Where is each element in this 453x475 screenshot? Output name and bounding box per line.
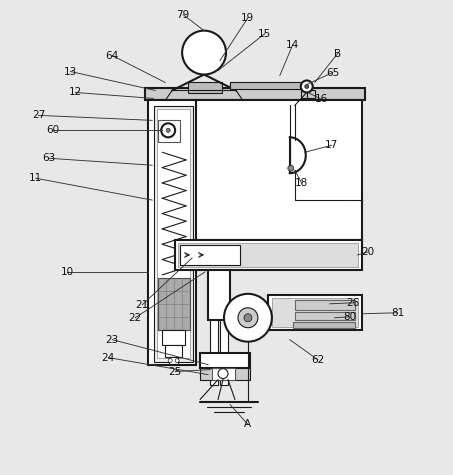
Bar bbox=[272, 298, 357, 327]
Text: 63: 63 bbox=[42, 153, 55, 163]
Text: 19: 19 bbox=[241, 13, 255, 23]
Bar bbox=[295, 300, 355, 310]
Text: 81: 81 bbox=[391, 308, 404, 318]
Text: 23: 23 bbox=[106, 335, 119, 345]
Bar bbox=[169, 357, 178, 363]
Circle shape bbox=[305, 85, 309, 88]
Circle shape bbox=[166, 128, 170, 133]
Bar bbox=[200, 352, 250, 368]
Bar bbox=[158, 120, 180, 142]
Text: 24: 24 bbox=[102, 352, 115, 362]
Bar bbox=[158, 278, 190, 330]
Text: 16: 16 bbox=[315, 95, 328, 104]
Text: 62: 62 bbox=[311, 355, 324, 365]
Circle shape bbox=[288, 165, 294, 171]
Circle shape bbox=[244, 314, 252, 322]
Text: A: A bbox=[244, 419, 251, 429]
Text: 20: 20 bbox=[361, 247, 374, 257]
Text: 11: 11 bbox=[29, 173, 42, 183]
Bar bbox=[293, 322, 355, 328]
Text: 60: 60 bbox=[46, 125, 59, 135]
Circle shape bbox=[161, 124, 175, 137]
Text: 27: 27 bbox=[32, 110, 45, 120]
Circle shape bbox=[182, 30, 226, 75]
Text: 18: 18 bbox=[295, 178, 308, 188]
Bar bbox=[208, 270, 230, 320]
Text: 65: 65 bbox=[326, 67, 339, 77]
Text: 26: 26 bbox=[346, 298, 359, 308]
Bar bbox=[220, 320, 228, 385]
Text: 13: 13 bbox=[64, 66, 77, 76]
Circle shape bbox=[168, 359, 172, 362]
Text: 80: 80 bbox=[343, 312, 356, 322]
Bar bbox=[301, 90, 315, 98]
Circle shape bbox=[224, 294, 272, 342]
Text: 10: 10 bbox=[61, 267, 74, 277]
Text: 21: 21 bbox=[135, 300, 149, 310]
Bar bbox=[210, 320, 218, 385]
Bar bbox=[295, 312, 355, 320]
Bar bbox=[180, 245, 240, 265]
Circle shape bbox=[175, 359, 179, 362]
Bar bbox=[200, 368, 250, 380]
Text: 79: 79 bbox=[177, 10, 190, 19]
Circle shape bbox=[218, 369, 228, 379]
Text: 25: 25 bbox=[169, 367, 182, 377]
Bar bbox=[148, 100, 196, 365]
Bar bbox=[162, 330, 185, 345]
Bar bbox=[188, 83, 222, 94]
Bar bbox=[175, 240, 361, 270]
Polygon shape bbox=[148, 100, 361, 365]
Text: 22: 22 bbox=[129, 313, 142, 323]
Text: 64: 64 bbox=[106, 50, 119, 60]
Bar bbox=[154, 106, 193, 361]
Text: 15: 15 bbox=[258, 28, 271, 38]
Bar bbox=[165, 345, 182, 357]
Circle shape bbox=[238, 308, 258, 328]
Text: B: B bbox=[334, 48, 341, 58]
Bar bbox=[157, 109, 190, 358]
Bar bbox=[268, 295, 361, 330]
Bar bbox=[145, 88, 365, 100]
Bar bbox=[212, 368, 235, 380]
Bar bbox=[178, 243, 357, 267]
Text: 14: 14 bbox=[286, 39, 299, 49]
Bar bbox=[230, 83, 310, 89]
Circle shape bbox=[301, 80, 313, 93]
Bar bbox=[196, 100, 361, 240]
Text: 12: 12 bbox=[69, 87, 82, 97]
Text: 17: 17 bbox=[325, 140, 338, 150]
